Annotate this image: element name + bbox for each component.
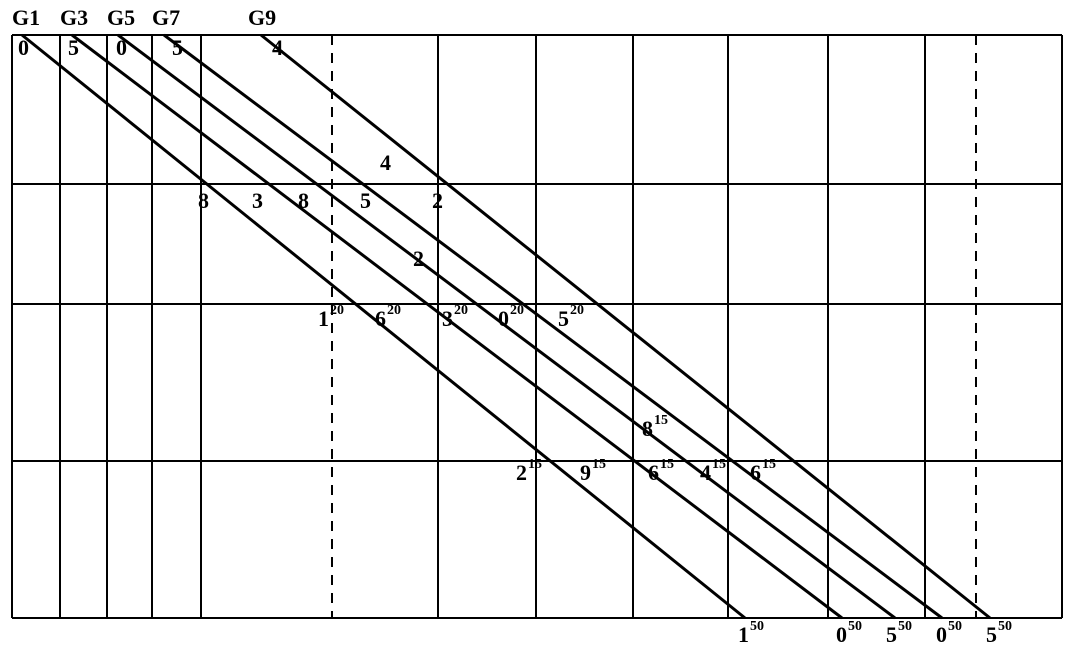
header-3: G7 — [152, 5, 180, 30]
label-row3-1-sup: 20 — [387, 303, 401, 318]
label-row5-3: 050 — [936, 619, 962, 647]
label-row3-2-sup: 20 — [454, 303, 468, 318]
label-row1-2: 0 — [116, 35, 127, 60]
label-row5-4-sup: 50 — [998, 619, 1012, 634]
label-row3-1: 620 — [375, 303, 401, 331]
label-row5-2-base: 5 — [886, 622, 897, 647]
label-row4-0: 215 — [516, 457, 542, 485]
label-row1-0: 0 — [18, 35, 29, 60]
label-row5-1: 050 — [836, 619, 862, 647]
grid — [12, 35, 1062, 618]
label-row5-4: 550 — [986, 619, 1012, 647]
label-row3-4-sup: 20 — [570, 303, 584, 318]
header-1: G3 — [60, 5, 88, 30]
label-row4-3-base: 4 — [700, 460, 711, 485]
label-row5-0-sup: 50 — [750, 619, 764, 634]
label-row1-4: 4 — [272, 35, 283, 60]
label-row3-1-base: 6 — [375, 306, 386, 331]
header-0: G1 — [12, 5, 40, 30]
label-above-row4-sup: 15 — [654, 413, 668, 428]
label-row5-4-base: 5 — [986, 622, 997, 647]
label-row1-3: 5 — [172, 35, 183, 60]
diagonal-1 — [72, 35, 842, 618]
label-row4-4-base: 6 — [750, 460, 761, 485]
label-row4-2-sup: 15 — [660, 457, 674, 472]
label-row5-2: 550 — [886, 619, 912, 647]
label-above-row4-base: 8 — [642, 416, 653, 441]
label-row5-3-base: 0 — [936, 622, 947, 647]
label-row4-1-base: 9 — [580, 460, 591, 485]
label-row5-0-base: 1 — [738, 622, 749, 647]
label-row3-4-base: 5 — [558, 306, 569, 331]
label-row5-1-sup: 50 — [848, 619, 862, 634]
label-above-row2: 4 — [380, 150, 391, 175]
label-row5-0: 150 — [738, 619, 764, 647]
label-row5-2-sup: 50 — [898, 619, 912, 634]
diagonal-3 — [164, 35, 942, 618]
label-row1-1: 5 — [68, 35, 79, 60]
header-4: G9 — [248, 5, 276, 30]
label-row4-4: 615 — [750, 457, 776, 485]
label-row4-0-sup: 15 — [528, 457, 542, 472]
diagonal-4 — [261, 35, 990, 618]
label-row2-3: 5 — [360, 188, 371, 213]
label-row4-1-sup: 15 — [592, 457, 606, 472]
header-2: G5 — [107, 5, 135, 30]
label-row4-1: 915 — [580, 457, 606, 485]
label-row4-4-sup: 15 — [762, 457, 776, 472]
label-row2-1: 3 — [252, 188, 263, 213]
label-row4-2-base: 6 — [648, 460, 659, 485]
label-row2-2: 8 — [298, 188, 309, 213]
label-row3-3-base: 0 — [498, 306, 509, 331]
label-row3-2-base: 3 — [442, 306, 453, 331]
label-row3-3-sup: 20 — [510, 303, 524, 318]
label-row4-0-base: 2 — [516, 460, 527, 485]
diagram-canvas: G1G3G5G7G9050544838522120620320020520815… — [0, 0, 1071, 666]
label-row3-4: 520 — [558, 303, 584, 331]
label-row3-0-base: 1 — [318, 306, 329, 331]
label-row3-3: 020 — [498, 303, 524, 331]
label-above-row3: 2 — [413, 246, 424, 271]
label-row2-4: 2 — [432, 188, 443, 213]
label-row3-0-sup: 20 — [330, 303, 344, 318]
label-row5-3-sup: 50 — [948, 619, 962, 634]
label-row2-0: 8 — [198, 188, 209, 213]
label-row5-1-base: 0 — [836, 622, 847, 647]
label-row4-3-sup: 15 — [712, 457, 726, 472]
